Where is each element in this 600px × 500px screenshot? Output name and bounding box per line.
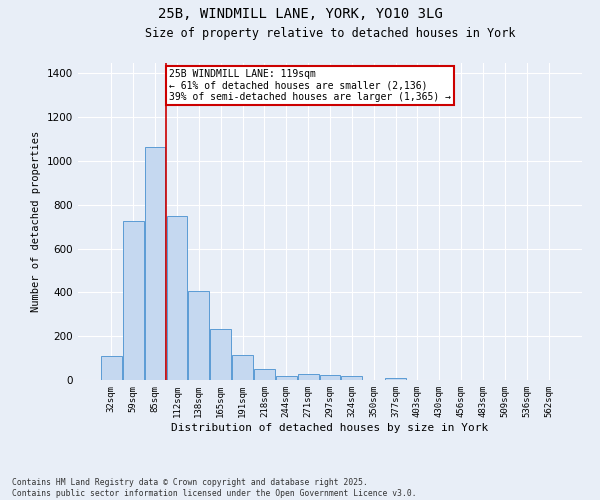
Bar [167, 216, 187, 380]
Bar [145, 147, 166, 380]
Bar [232, 355, 253, 380]
Bar [320, 375, 340, 380]
Text: 25B WINDMILL LANE: 119sqm
← 61% of detached houses are smaller (2,136)
39% of se: 25B WINDMILL LANE: 119sqm ← 61% of detac… [169, 69, 451, 102]
Bar [123, 221, 143, 380]
Bar [254, 369, 275, 380]
Title: Size of property relative to detached houses in York: Size of property relative to detached ho… [145, 28, 515, 40]
X-axis label: Distribution of detached houses by size in York: Distribution of detached houses by size … [172, 422, 488, 432]
Bar [210, 328, 231, 380]
Bar [385, 378, 406, 380]
Text: Contains HM Land Registry data © Crown copyright and database right 2025.
Contai: Contains HM Land Registry data © Crown c… [12, 478, 416, 498]
Y-axis label: Number of detached properties: Number of detached properties [31, 130, 41, 312]
Bar [276, 376, 296, 380]
Text: 25B, WINDMILL LANE, YORK, YO10 3LG: 25B, WINDMILL LANE, YORK, YO10 3LG [158, 8, 442, 22]
Bar [298, 374, 319, 380]
Bar [101, 356, 122, 380]
Bar [188, 292, 209, 380]
Bar [341, 376, 362, 380]
